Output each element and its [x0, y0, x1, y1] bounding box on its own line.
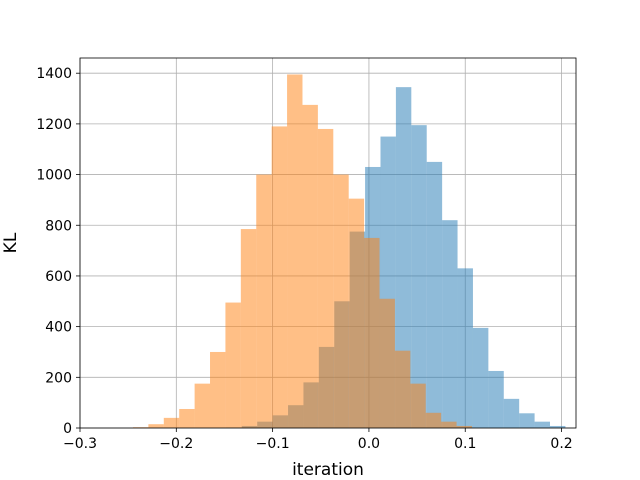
x-tick-label: −0.3 — [63, 436, 97, 452]
histogram-bar-series-1 — [395, 87, 412, 429]
y-tick-label: 0 — [63, 421, 72, 437]
histogram-bar-series-1 — [549, 425, 566, 428]
histogram-bar-series-2 — [394, 350, 411, 428]
histogram-bar-series-1 — [488, 370, 504, 428]
histogram-bar-series-2 — [317, 128, 334, 428]
histogram-bar-series-2 — [456, 425, 472, 428]
y-tick-label: 1400 — [36, 66, 72, 82]
y-tick-label: 200 — [45, 370, 72, 386]
x-tick-label: −0.2 — [159, 436, 193, 452]
histogram-bar-series-1 — [534, 421, 550, 428]
histogram-bar-series-1 — [442, 220, 458, 428]
histogram-bar-series-2 — [256, 174, 272, 428]
y-tick-label: 800 — [45, 218, 72, 234]
histogram-bar-series-2 — [410, 383, 426, 428]
x-tick-label: 0.2 — [550, 436, 572, 452]
histogram-bar-series-2 — [333, 174, 349, 428]
y-axis-label: KL — [1, 232, 21, 253]
histogram-bar-series-2 — [364, 237, 380, 428]
histogram-bar-series-2 — [179, 408, 195, 428]
y-tick-label: 600 — [45, 269, 72, 285]
histogram-bar-series-2 — [348, 198, 365, 428]
histogram-bar-series-2 — [148, 424, 164, 428]
plot-frame — [79, 57, 577, 429]
y-tick-label: 1000 — [36, 168, 72, 184]
y-tick-label: 400 — [45, 320, 72, 336]
histogram-bars — [132, 74, 566, 429]
histogram-bar-series-1 — [503, 398, 520, 428]
x-axis-label: iteration — [292, 460, 364, 480]
histogram-bar-series-2 — [302, 104, 318, 429]
y-tick-label: 1200 — [36, 117, 72, 133]
axis-ticks: −0.3 −0.2 −0.1 0.0 0.1 0.2 0 200 400 600 800 1000 12… — [36, 66, 572, 452]
histogram-bar-series-2 — [271, 126, 288, 429]
histogram-bar-series-2 — [194, 383, 211, 428]
histogram-bar-series-1 — [426, 161, 443, 428]
histogram-bar-series-2 — [225, 302, 241, 428]
grid — [79, 58, 576, 429]
histogram-bar-series-1 — [519, 413, 535, 428]
x-tick-label: 0.0 — [358, 436, 380, 452]
histogram-bar-series-1 — [472, 327, 489, 428]
histogram-bar-series-1 — [411, 125, 427, 428]
histogram-bar-series-2 — [163, 417, 180, 428]
histogram-bar-series-1 — [457, 268, 473, 428]
x-tick-label: −0.1 — [256, 436, 290, 452]
histogram-bar-series-2 — [379, 298, 395, 428]
histogram-bar-series-2 — [240, 229, 257, 428]
x-tick-label: 0.1 — [454, 436, 476, 452]
histogram-bar-series-2 — [287, 74, 303, 429]
histogram-bar-series-2 — [210, 351, 226, 428]
histogram-bar-series-2 — [441, 421, 457, 428]
histogram-bar-series-2 — [425, 412, 442, 428]
